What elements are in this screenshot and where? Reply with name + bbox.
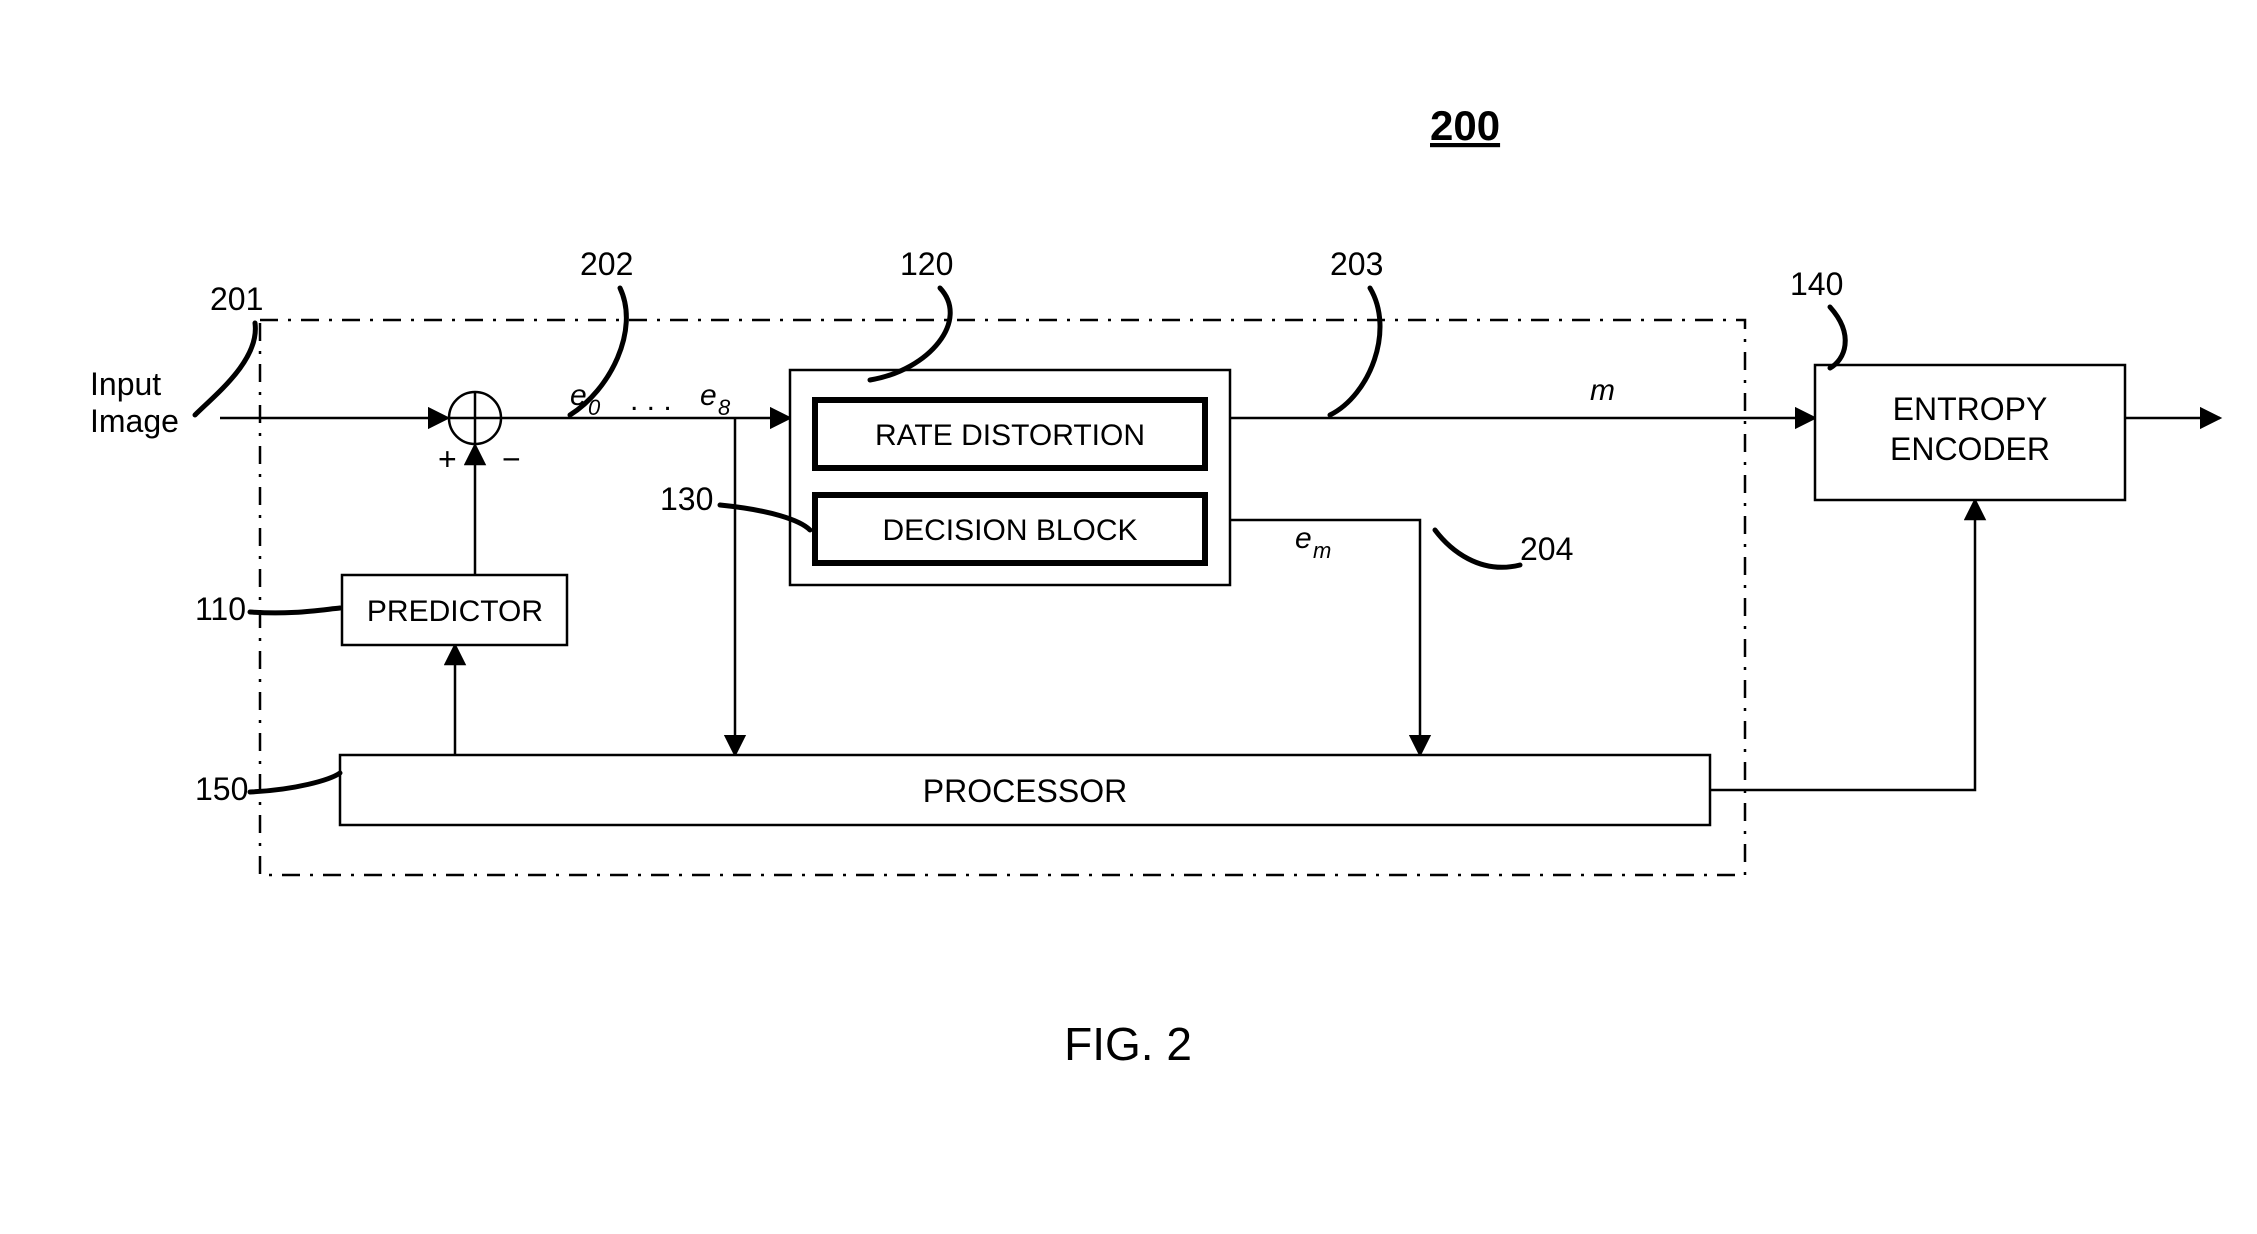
input-label-1: Input xyxy=(90,366,161,402)
minus-label: − xyxy=(502,441,521,477)
svg-text:m: m xyxy=(1313,538,1331,563)
signal-dots: . . . xyxy=(630,384,672,417)
svg-text:120: 120 xyxy=(900,246,953,282)
system-ref-200: 200 xyxy=(1430,102,1500,149)
ref-204: 204 xyxy=(1435,530,1573,567)
svg-text:e: e xyxy=(700,379,717,412)
ref-140: 140 xyxy=(1790,266,1845,368)
signal-em: e m xyxy=(1295,522,1331,563)
rd-decision-group: RATE DISTORTION DECISION BLOCK xyxy=(790,370,1230,585)
summing-junction: + − xyxy=(438,392,521,477)
rate-distortion-label: RATE DISTORTION xyxy=(875,419,1145,452)
block-diagram: + − PREDICTOR RATE DISTORTION DECISION B… xyxy=(0,0,2257,1234)
svg-text:130: 130 xyxy=(660,481,713,517)
input-label-2: Image xyxy=(90,403,179,439)
processor-block: PROCESSOR xyxy=(340,755,1710,825)
predictor-block: PREDICTOR xyxy=(342,575,567,645)
svg-text:150: 150 xyxy=(195,771,248,807)
svg-text:203: 203 xyxy=(1330,246,1383,282)
signal-e8: e 8 xyxy=(700,379,731,420)
ref-203: 203 xyxy=(1330,246,1383,415)
plus-label: + xyxy=(438,441,457,477)
decision-block-label: DECISION BLOCK xyxy=(882,514,1137,547)
wire-processor-to-enc xyxy=(1710,500,1975,790)
predictor-label: PREDICTOR xyxy=(367,595,543,628)
ref-201: 201 xyxy=(195,281,263,415)
svg-text:140: 140 xyxy=(1790,266,1843,302)
svg-text:e: e xyxy=(1295,522,1312,555)
svg-text:201: 201 xyxy=(210,281,263,317)
figure-caption: FIG. 2 xyxy=(1064,1018,1192,1070)
entropy-label-2: ENCODER xyxy=(1890,431,2050,467)
svg-text:202: 202 xyxy=(580,246,633,282)
ref-120: 120 xyxy=(870,246,953,380)
entropy-encoder-block: ENTROPY ENCODER xyxy=(1815,365,2125,500)
entropy-label-1: ENTROPY xyxy=(1893,391,2048,427)
ref-150: 150 xyxy=(195,771,340,807)
svg-text:110: 110 xyxy=(195,591,246,627)
processor-label: PROCESSOR xyxy=(923,773,1127,809)
signal-m: m xyxy=(1590,374,1615,407)
svg-text:8: 8 xyxy=(718,395,731,420)
svg-text:204: 204 xyxy=(1520,531,1573,567)
ref-110: 110 xyxy=(195,591,340,627)
